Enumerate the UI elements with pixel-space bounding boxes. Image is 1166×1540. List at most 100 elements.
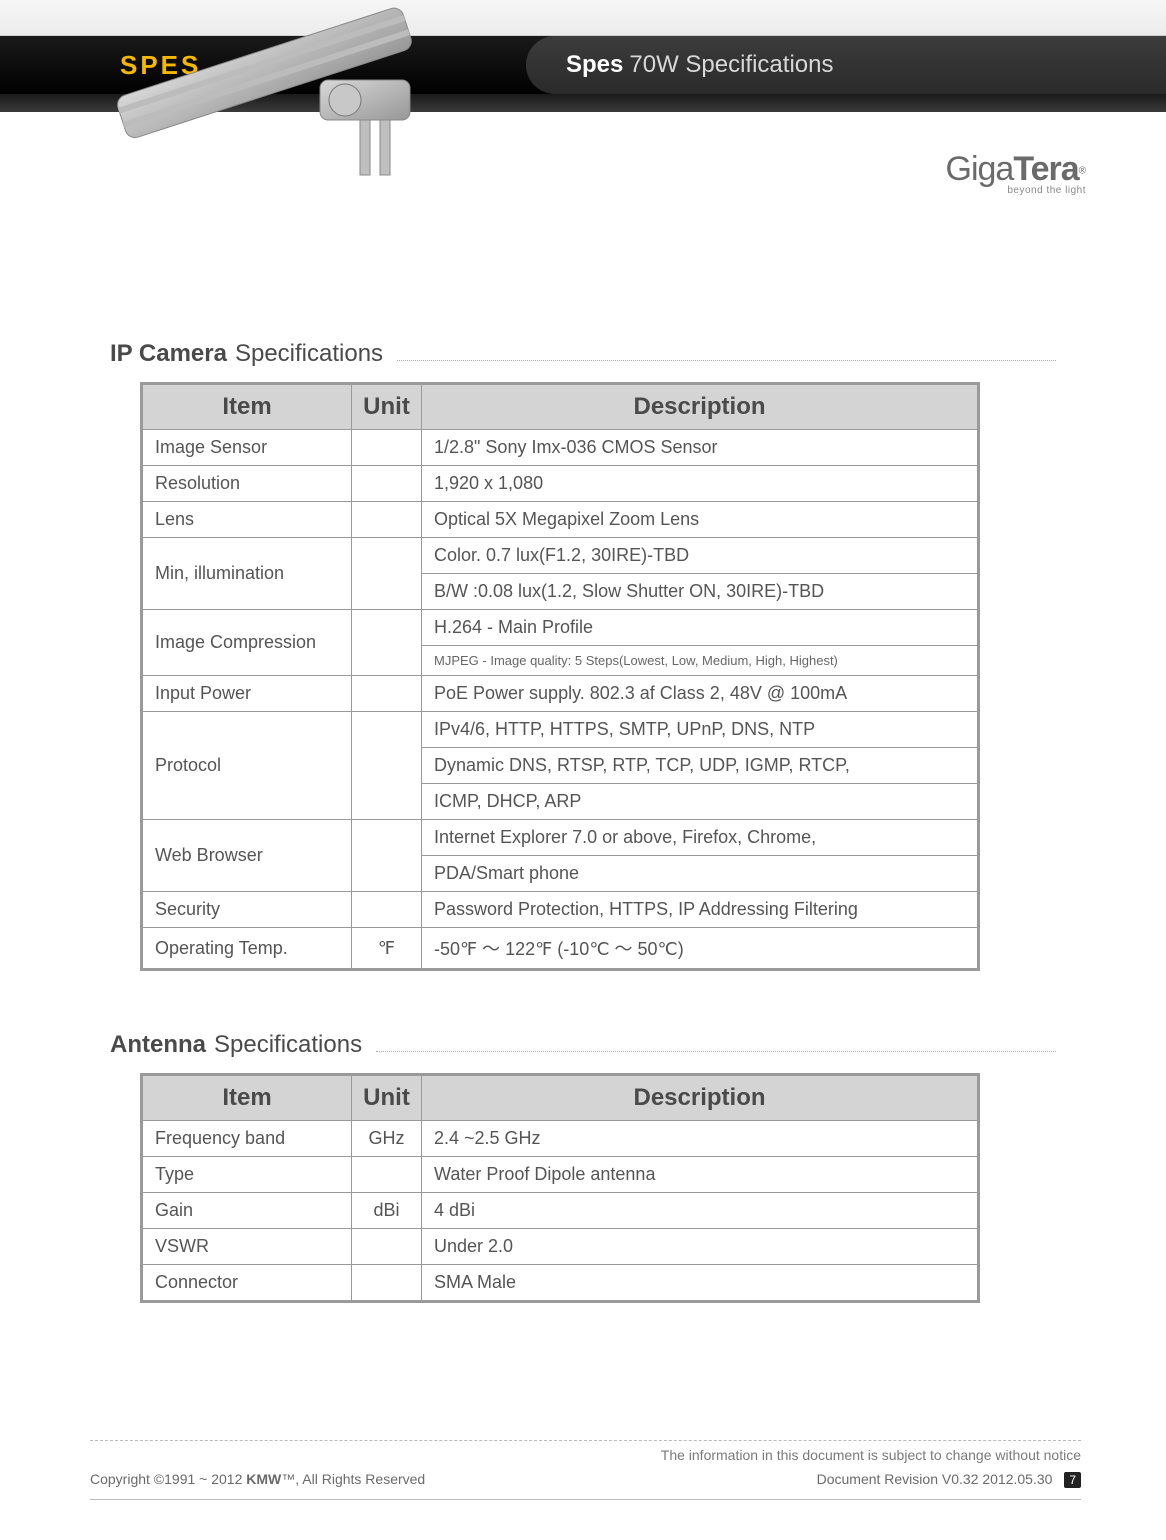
cell-item: Min, illumination bbox=[142, 538, 352, 610]
cell-item: Image Sensor bbox=[142, 430, 352, 466]
cell-unit bbox=[352, 610, 422, 676]
table-row: Type Water Proof Dipole antenna bbox=[142, 1157, 979, 1193]
cell-item: Connector bbox=[142, 1265, 352, 1302]
col-desc: Description bbox=[422, 1075, 979, 1121]
cell-item: Protocol bbox=[142, 712, 352, 820]
cell-desc: PDA/Smart phone bbox=[422, 856, 979, 892]
table-row: VSWR Under 2.0 bbox=[142, 1229, 979, 1265]
cell-unit bbox=[352, 820, 422, 892]
cell-desc: Optical 5X Megapixel Zoom Lens bbox=[422, 502, 979, 538]
cell-desc: 2.4 ~2.5 GHz bbox=[422, 1121, 979, 1157]
content-area: IP Camera SpecificationsItemUnitDescript… bbox=[110, 280, 1056, 1303]
table-row: Frequency bandGHz2.4 ~2.5 GHz bbox=[142, 1121, 979, 1157]
footer-copyright-pre: Copyright ©1991 ~ 2012 bbox=[90, 1471, 246, 1487]
cell-desc: 4 dBi bbox=[422, 1193, 979, 1229]
cell-item: Security bbox=[142, 892, 352, 928]
footer-notice: The information in this document is subj… bbox=[90, 1447, 1081, 1467]
cell-item: Image Compression bbox=[142, 610, 352, 676]
footer-copyright-tm: ™, bbox=[281, 1471, 299, 1487]
cell-item: Frequency band bbox=[142, 1121, 352, 1157]
cell-desc: Color. 0.7 lux(F1.2, 30IRE)-TBD bbox=[422, 538, 979, 574]
cell-desc: IPv4/6, HTTP, HTTPS, SMTP, UPnP, DNS, NT… bbox=[422, 712, 979, 748]
table-row: GaindBi4 dBi bbox=[142, 1193, 979, 1229]
header-sub-stripe bbox=[0, 94, 1166, 112]
cell-desc: Internet Explorer 7.0 or above, Firefox,… bbox=[422, 820, 979, 856]
section-title: Antenna Specifications bbox=[110, 1031, 1056, 1059]
col-unit: Unit bbox=[352, 384, 422, 430]
spec-section: Antenna Specifications ItemUnitDescriptio… bbox=[110, 1031, 1056, 1303]
section-title-light: Specifications bbox=[235, 340, 383, 368]
header-title-pill: Spes 70W Specifications bbox=[526, 36, 1166, 94]
footer: The information in this document is subj… bbox=[90, 1440, 1081, 1500]
top-edge-stripe bbox=[0, 0, 1166, 36]
cell-item: Input Power bbox=[142, 676, 352, 712]
col-unit: Unit bbox=[352, 1075, 422, 1121]
col-item: Item bbox=[142, 384, 352, 430]
cell-unit: ℉ bbox=[352, 928, 422, 970]
cell-item: Operating Temp. bbox=[142, 928, 352, 970]
cell-desc: Dynamic DNS, RTSP, RTP, TCP, UDP, IGMP, … bbox=[422, 748, 979, 784]
spec-section: IP Camera Specifications ItemUnitDescript… bbox=[110, 340, 1056, 971]
cell-unit bbox=[352, 1265, 422, 1302]
table-row: Image Sensor 1/2.8" Sony Imx-036 CMOS Sen… bbox=[142, 430, 979, 466]
spes-logo: SPeS bbox=[120, 50, 201, 81]
cell-unit bbox=[352, 466, 422, 502]
header-title-bold: Spes bbox=[566, 51, 623, 79]
table-row: Input Power PoE Power supply. 802.3 af Cl… bbox=[142, 676, 979, 712]
cell-unit bbox=[352, 1157, 422, 1193]
table-row: Resolution 1,920 x 1,080 bbox=[142, 466, 979, 502]
section-title-rule bbox=[376, 1042, 1056, 1052]
spec-table: ItemUnitDescription Image Sensor 1/2.8" So… bbox=[140, 382, 980, 971]
cell-desc: ICMP, DHCP, ARP bbox=[422, 784, 979, 820]
cell-item: Gain bbox=[142, 1193, 352, 1229]
cell-unit bbox=[352, 712, 422, 820]
table-row: Security Password Protection, HTTPS, IP A… bbox=[142, 892, 979, 928]
cell-desc: MJPEG - Image quality: 5 Steps(Lowest, L… bbox=[422, 646, 979, 676]
footer-revision: Document Revision V0.32 2012.05.30 bbox=[817, 1471, 1053, 1487]
cell-item: VSWR bbox=[142, 1229, 352, 1265]
brand-reg: ® bbox=[1079, 166, 1086, 177]
footer-page-number: 7 bbox=[1064, 1472, 1081, 1488]
cell-unit bbox=[352, 676, 422, 712]
footer-copyright-bold: KMW bbox=[246, 1471, 281, 1487]
table-row: Min, illuminationColor. 0.7 lux(F1.2, 30… bbox=[142, 538, 979, 574]
cell-desc: PoE Power supply. 802.3 af Class 2, 48V … bbox=[422, 676, 979, 712]
cell-item: Web Browser bbox=[142, 820, 352, 892]
cell-desc: -50℉ ～ 122℉ (-10℃ ～ 50℃) bbox=[422, 928, 979, 970]
spec-table: ItemUnitDescriptionFrequency bandGHz2.4 … bbox=[140, 1073, 980, 1303]
section-title: IP Camera Specifications bbox=[110, 340, 1056, 368]
cell-unit: dBi bbox=[352, 1193, 422, 1229]
cell-desc: 1/2.8" Sony Imx-036 CMOS Sensor bbox=[422, 430, 979, 466]
table-row: ConnectorSMA Male bbox=[142, 1265, 979, 1302]
section-title-bold: IP Camera bbox=[110, 340, 227, 368]
cell-item: Resolution bbox=[142, 466, 352, 502]
section-title-light: Specifications bbox=[214, 1031, 362, 1059]
col-item: Item bbox=[142, 1075, 352, 1121]
cell-desc: Password Protection, HTTPS, IP Addressin… bbox=[422, 892, 979, 928]
cell-unit bbox=[352, 502, 422, 538]
cell-desc: Water Proof Dipole antenna bbox=[422, 1157, 979, 1193]
table-row: Operating Temp.℉-50℉ ～ 122℉ (-10℃ ～ 50℃) bbox=[142, 928, 979, 970]
brand-part2: Tera bbox=[1013, 150, 1078, 188]
footer-copyright-post: All Rights Reserved bbox=[299, 1471, 425, 1487]
cell-desc: 1,920 x 1,080 bbox=[422, 466, 979, 502]
cell-unit bbox=[352, 430, 422, 466]
table-row: ProtocolIPv4/6, HTTP, HTTPS, SMTP, UPnP,… bbox=[142, 712, 979, 748]
footer-copyright: Copyright ©1991 ~ 2012 KMW™, All Rights … bbox=[90, 1471, 425, 1487]
header-title-light: 70W Specifications bbox=[629, 51, 833, 79]
cell-desc: B/W :0.08 lux(1.2, Slow Shutter ON, 30IR… bbox=[422, 574, 979, 610]
col-desc: Description bbox=[422, 384, 979, 430]
cell-item: Lens bbox=[142, 502, 352, 538]
gigatera-brand: GigaTera® beyond the light bbox=[946, 150, 1087, 196]
footer-right: Document Revision V0.32 2012.05.30 7 bbox=[817, 1471, 1081, 1487]
cell-desc: Under 2.0 bbox=[422, 1229, 979, 1265]
cell-unit bbox=[352, 892, 422, 928]
section-title-rule bbox=[397, 351, 1056, 361]
cell-unit bbox=[352, 538, 422, 610]
cell-item: Type bbox=[142, 1157, 352, 1193]
table-row: Web BrowserInternet Explorer 7.0 or abov… bbox=[142, 820, 979, 856]
brand-part1: Giga bbox=[946, 150, 1014, 188]
table-row: Image CompressionH.264 - Main Profile bbox=[142, 610, 979, 646]
table-row: Lens Optical 5X Megapixel Zoom Lens bbox=[142, 502, 979, 538]
cell-unit bbox=[352, 1229, 422, 1265]
